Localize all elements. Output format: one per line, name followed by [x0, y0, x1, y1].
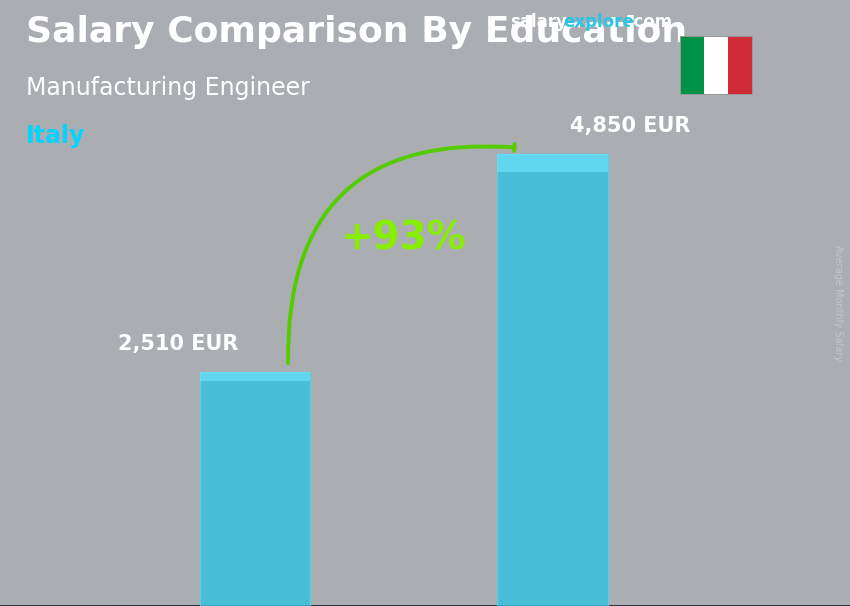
Text: 4,850 EUR: 4,850 EUR [570, 116, 690, 136]
FancyBboxPatch shape [200, 372, 310, 381]
Text: Salary Comparison By Education: Salary Comparison By Education [26, 15, 687, 49]
Text: 2,510 EUR: 2,510 EUR [117, 334, 238, 354]
Text: Italy: Italy [26, 124, 85, 148]
FancyBboxPatch shape [497, 154, 608, 172]
FancyBboxPatch shape [200, 372, 310, 606]
Text: salary: salary [510, 13, 567, 32]
FancyBboxPatch shape [497, 154, 608, 606]
Text: explorer: explorer [564, 13, 643, 32]
Text: .com: .com [627, 13, 672, 32]
Text: Manufacturing Engineer: Manufacturing Engineer [26, 76, 309, 100]
Text: +93%: +93% [341, 219, 467, 258]
Text: Average Monthly Salary: Average Monthly Salary [833, 245, 843, 361]
